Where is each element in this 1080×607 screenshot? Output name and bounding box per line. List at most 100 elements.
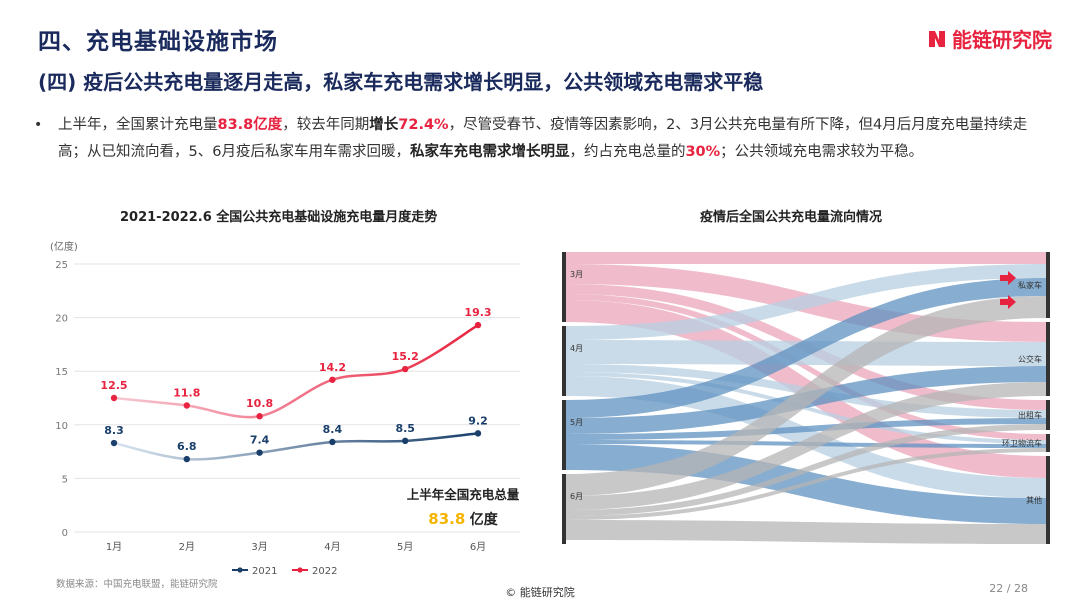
data-point <box>256 413 263 420</box>
page-subtitle: (四) 疫后公共充电量逐月走高，私家车充电需求增长明显，公共领域充电需求平稳 <box>38 70 764 94</box>
sankey-source-node <box>562 474 566 544</box>
data-point <box>183 455 190 463</box>
data-point <box>256 449 263 456</box>
summary-highlight: 72.4% <box>398 117 449 133</box>
x-tick-label: 4月 <box>324 541 340 553</box>
highlight-arrow-icon <box>1000 295 1016 309</box>
data-label: 19.3 <box>464 306 491 319</box>
sankey-target-node <box>1046 456 1050 544</box>
bullet-dot-icon: • <box>34 117 43 133</box>
series-line-2022 <box>113 324 479 419</box>
sankey-target-node <box>1046 400 1050 430</box>
total-unit: 亿度 <box>469 512 498 528</box>
y-tick-label: 20 <box>55 314 68 325</box>
x-tick-label: 5月 <box>397 541 413 553</box>
sankey-flow <box>566 296 1046 496</box>
y-tick-label: 0 <box>62 528 68 539</box>
copyright: © 能链研究院 <box>505 586 575 599</box>
sankey-flow <box>566 382 1046 510</box>
summary-text: ，约占充电总量的 <box>569 144 686 160</box>
sankey-flow <box>566 520 1046 544</box>
line-chart: (亿度) 0 5 10 15 20 25 1月 2月 3月 4月 5月 6月 8.3 6.8 7.4 8.4 8.… <box>50 240 520 577</box>
sankey-flow <box>566 424 1046 516</box>
summary-highlight: 30% <box>685 144 721 160</box>
sankey-chart-title: 疫情后全国公共充电量流向情况 <box>700 210 883 225</box>
data-label: 8.4 <box>323 423 343 436</box>
y-axis-label: (亿度) <box>50 240 78 253</box>
x-tick-label: 1月 <box>106 541 122 553</box>
y-tick-label: 25 <box>55 260 68 271</box>
brand-logo: 能链研究院 <box>926 24 1052 53</box>
total-value-line: 83.8 亿度 <box>398 509 528 529</box>
line-chart-title: 2021-2022.6 全国公共充电基础设施充电量月度走势 <box>120 210 438 225</box>
summary-paragraph: • 上半年，全国累计充电量83.8亿度，较去年同期增长72.4%，尽管受春节、疫… <box>34 112 1054 166</box>
sankey-source-label: 4月 <box>570 344 583 353</box>
data-label: 10.8 <box>246 397 273 410</box>
total-value: 83.8 <box>428 510 466 528</box>
summary-text: ，较去年同期 <box>282 117 370 133</box>
data-label: 8.5 <box>395 422 415 435</box>
data-point <box>110 439 118 447</box>
sankey-flow <box>566 376 1046 498</box>
sankey-target-node <box>1046 434 1050 452</box>
sankey-source-label: 3月 <box>570 270 583 279</box>
data-label: 6.8 <box>177 440 197 453</box>
sankey-flow <box>566 252 1046 264</box>
summary-text: ，尽管受春节、疫情等因素影响，2、3月公共充电量有所下降，但4月后月度充电量持续… <box>58 117 1028 160</box>
data-point <box>329 376 336 383</box>
sankey-flow <box>566 448 1046 520</box>
highlight-arrow-icon <box>1000 271 1016 285</box>
data-label: 14.2 <box>319 361 346 374</box>
logo-icon <box>929 30 945 47</box>
data-point <box>474 321 482 329</box>
legend-marker <box>297 567 303 573</box>
data-point <box>402 437 409 445</box>
sankey-target-label: 环卫物流车 <box>1002 438 1042 448</box>
sankey-target-label: 公交车 <box>1018 354 1042 364</box>
sankey-target-node <box>1046 252 1050 318</box>
data-label: 8.3 <box>104 424 124 437</box>
summary-bold: 增长 <box>369 117 399 133</box>
sankey-source-label: 6月 <box>570 492 583 501</box>
data-point <box>110 394 118 402</box>
data-label: 9.2 <box>468 414 488 427</box>
data-point <box>474 430 482 437</box>
summary-bold: 私家车充电需求增长明显 <box>409 144 570 160</box>
page-title: 四、充电基础设施市场 <box>38 29 278 55</box>
x-tick-label: 6月 <box>470 541 486 553</box>
legend-label: 2022 <box>312 566 337 577</box>
summary-text: ；公共领域充电需求较为平稳。 <box>720 144 924 160</box>
sankey-source-node <box>562 400 566 470</box>
sankey-flow <box>566 278 1046 418</box>
sankey-source-node <box>562 252 566 322</box>
data-label: 15.2 <box>392 350 419 363</box>
sankey-flow <box>566 264 1046 340</box>
x-tick-label: 3月 <box>251 541 267 553</box>
total-summary: 上半年全国充电总量 83.8 亿度 <box>398 484 528 529</box>
series-line-2021 <box>113 432 479 461</box>
data-point <box>402 365 409 373</box>
data-point <box>329 438 336 446</box>
logo-text: 能链研究院 <box>952 28 1052 52</box>
sankey-source-node <box>562 326 566 396</box>
data-label: 11.8 <box>173 387 200 400</box>
x-tick-label: 2月 <box>179 541 195 553</box>
data-source: 数据来源：中国充电联盟，能链研究院 <box>56 579 218 590</box>
sankey-flow <box>566 294 1046 440</box>
summary-highlight: 83.8亿度 <box>217 117 283 133</box>
y-tick-label: 5 <box>62 474 68 485</box>
summary-text: 上半年，全国累计充电量 <box>58 117 218 133</box>
sankey-target-label: 私家车 <box>1018 280 1042 290</box>
sankey-target-label: 出租车 <box>1018 410 1042 420</box>
y-tick-label: 10 <box>55 421 68 432</box>
sankey-source-label: 5月 <box>570 418 583 427</box>
legend-label: 2021 <box>252 566 277 577</box>
total-label: 上半年全国充电总量 <box>406 487 520 502</box>
data-label: 12.5 <box>100 379 127 392</box>
sankey-target-node <box>1046 322 1050 396</box>
data-label: 7.4 <box>250 434 270 447</box>
sankey-target-label: 其他 <box>1026 495 1042 505</box>
data-point <box>183 402 190 409</box>
page-number: 22 / 28 <box>989 582 1028 595</box>
